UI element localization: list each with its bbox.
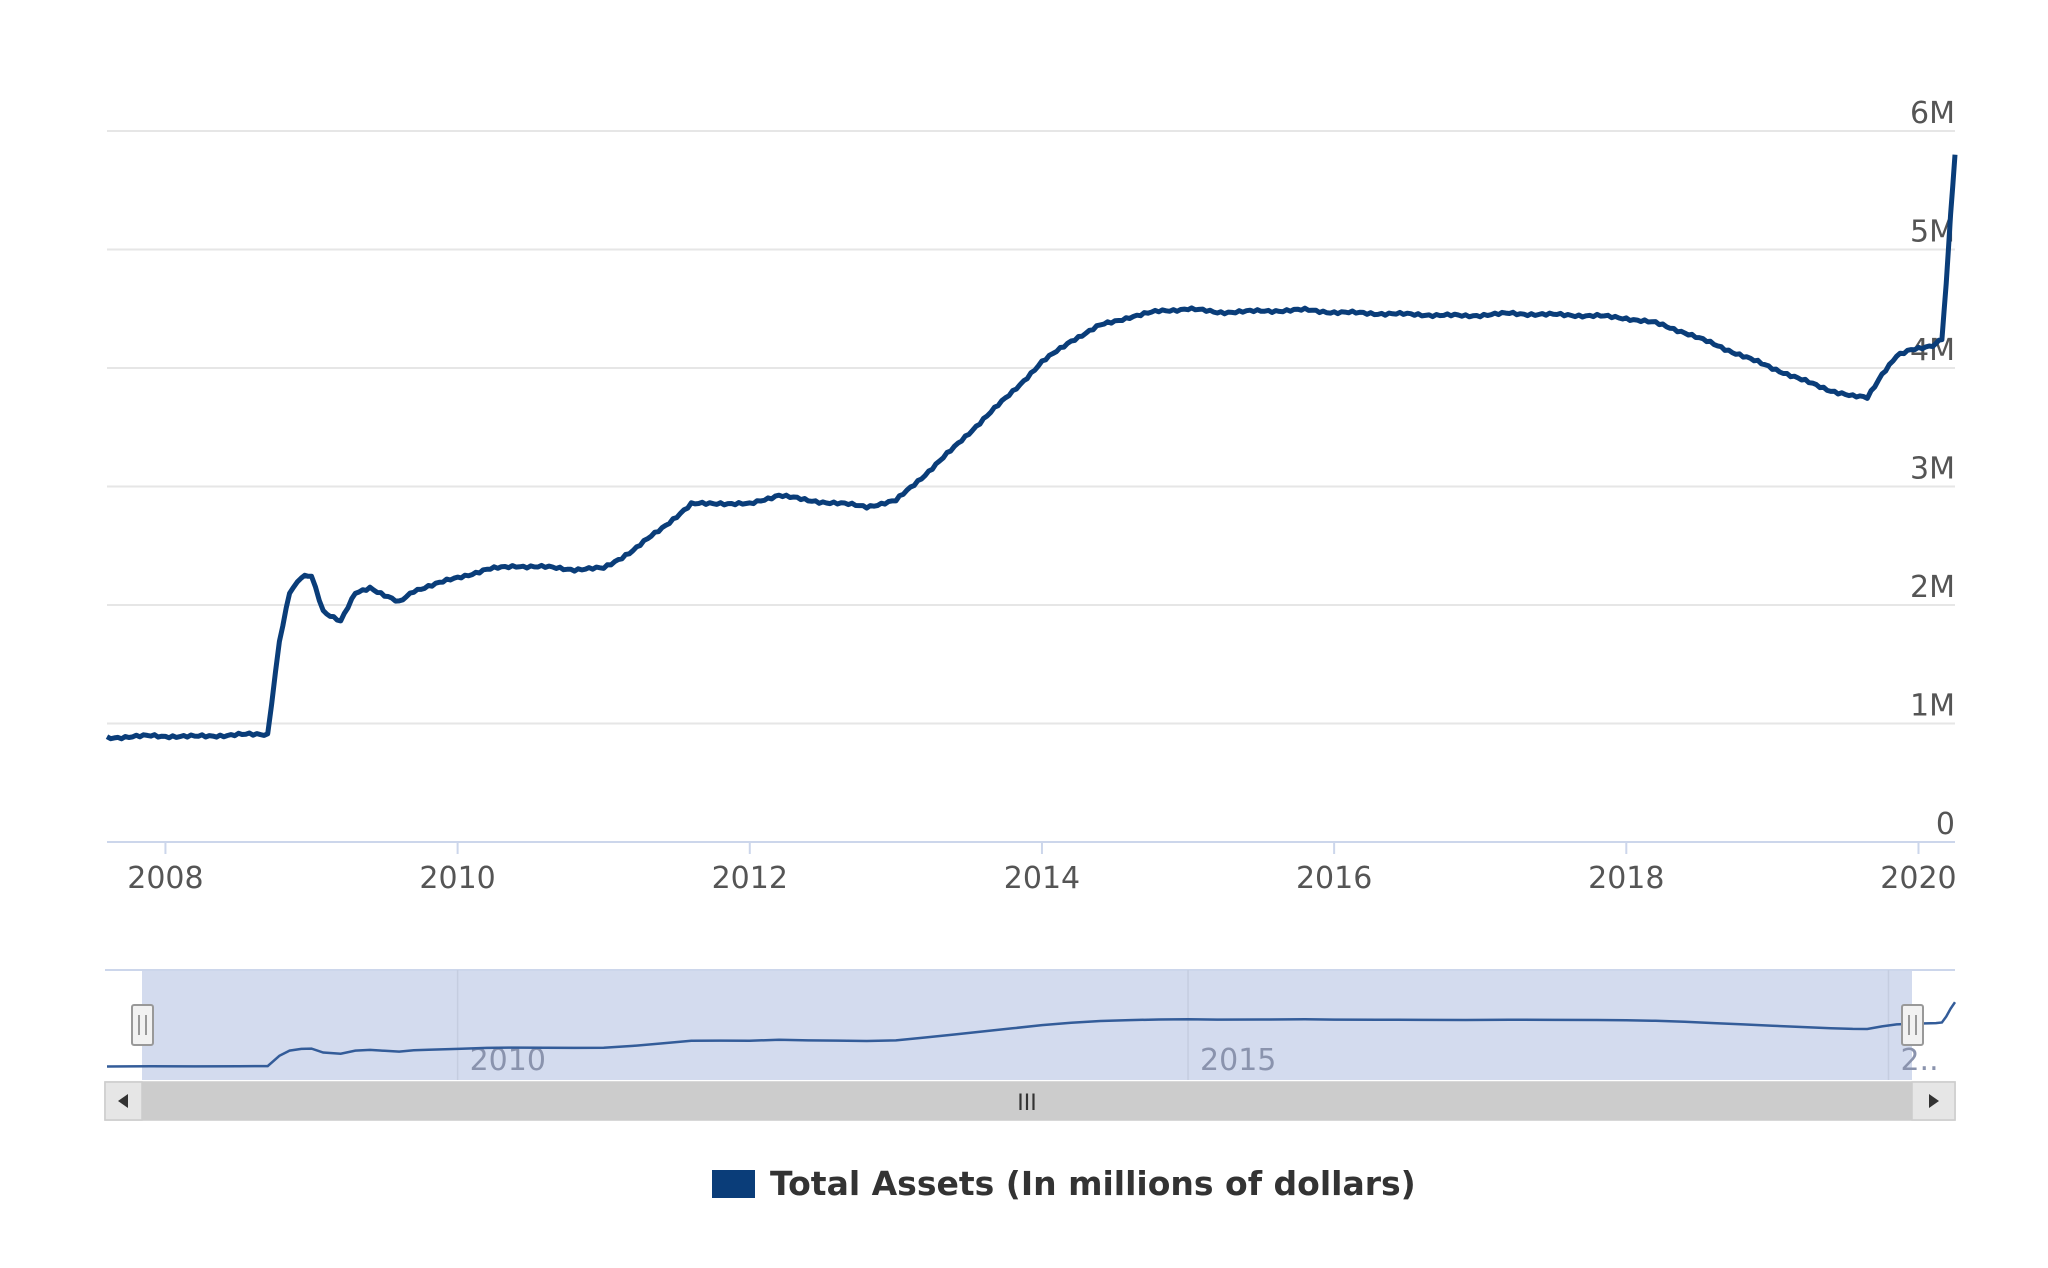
x-tick-label: 2014 (1004, 861, 1080, 896)
scrollbar-grip[interactable]: III (1017, 1091, 1036, 1116)
legend-swatch (712, 1170, 755, 1198)
arrow-left-icon (118, 1094, 128, 1108)
y-tick-label: 6M (1910, 96, 1955, 131)
legend-label[interactable]: Total Assets (In millions of dollars) (770, 1164, 1416, 1203)
x-axis: 2008 2010 2012 2014 2016 2018 2020 (107, 841, 1957, 896)
x-tick-label: 2010 (419, 861, 495, 896)
navigator[interactable]: 2010 2015 2.. (105, 969, 1957, 1080)
y-tick-label: 2M (1910, 570, 1955, 605)
legend[interactable]: Total Assets (In millions of dollars) (712, 1164, 1416, 1203)
y-tick-label: 0 (1936, 807, 1955, 842)
navigator-handle-left[interactable] (131, 1004, 154, 1046)
navigator-handle-right[interactable] (1901, 1004, 1924, 1046)
scrollbar-left-arrow-button[interactable] (104, 1081, 143, 1121)
x-tick-label: 2020 (1880, 861, 1956, 896)
navigator-labels: 2010 2015 2.. (470, 1043, 1939, 1078)
navigator-selected-range[interactable] (142, 970, 1912, 1080)
x-tick-label: 2012 (712, 861, 788, 896)
navigator-label: 2.. (1900, 1043, 1938, 1078)
x-tick-label: 2016 (1296, 861, 1372, 896)
y-tick-label: 1M (1910, 689, 1955, 724)
arrow-right-icon (1929, 1094, 1939, 1108)
scrollbar[interactable]: III (104, 1081, 1956, 1121)
scrollbar-thumb[interactable] (142, 1082, 1912, 1120)
x-tick-label: 2008 (127, 861, 203, 896)
x-tick-label: 2018 (1588, 861, 1664, 896)
series-line-total-assets[interactable] (105, 154, 1958, 742)
navigator-label: 2015 (1200, 1043, 1276, 1078)
y-tick-label: 3M (1910, 452, 1955, 487)
grid (107, 130, 1955, 725)
navigator-series-line (106, 1001, 1957, 1068)
scrollbar-right-arrow-button[interactable] (1911, 1081, 1956, 1121)
